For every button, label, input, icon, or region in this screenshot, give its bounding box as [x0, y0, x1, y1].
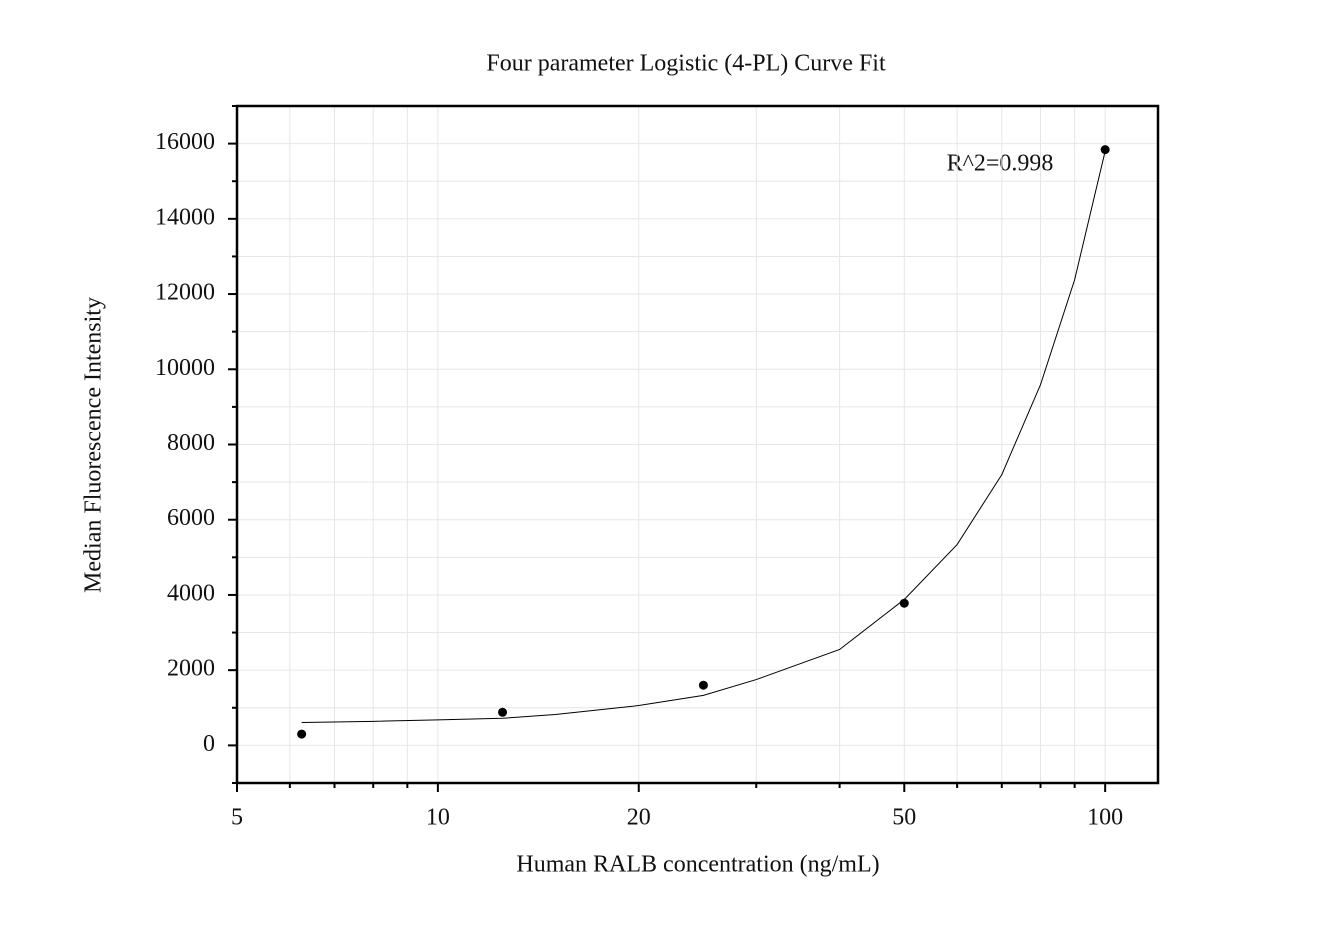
- y-axis-label: Median Fluorescence Intensity: [81, 297, 107, 593]
- y-tick-label: 8000: [167, 430, 215, 456]
- data-point: [297, 729, 307, 739]
- x-tick-label: 5: [231, 805, 243, 831]
- data-point: [498, 707, 508, 717]
- y-tick-label: 4000: [167, 580, 215, 606]
- annotation: R^2=0.998: [947, 151, 1054, 177]
- y-tick-label: 14000: [155, 204, 215, 230]
- x-tick-label: 10: [426, 805, 450, 831]
- data-point: [1100, 145, 1110, 155]
- y-tick-label: 16000: [155, 129, 215, 155]
- x-axis-label: Human RALB concentration (ng/mL): [516, 852, 879, 878]
- x-tick-label: 20: [627, 805, 651, 831]
- y-tick-label: 2000: [167, 656, 215, 682]
- y-tick-label: 6000: [167, 505, 215, 531]
- x-tick-label: 50: [892, 805, 916, 831]
- y-tick-label: 10000: [155, 355, 215, 381]
- data-point: [899, 598, 909, 608]
- fit-curve: [301, 151, 1106, 723]
- chart-title: Four parameter Logistic (4-PL) Curve Fit: [486, 51, 886, 77]
- x-tick-label: 100: [1087, 805, 1123, 831]
- y-tick-label: 0: [203, 731, 215, 757]
- y-tick-label: 12000: [155, 280, 215, 306]
- data-point: [698, 680, 708, 690]
